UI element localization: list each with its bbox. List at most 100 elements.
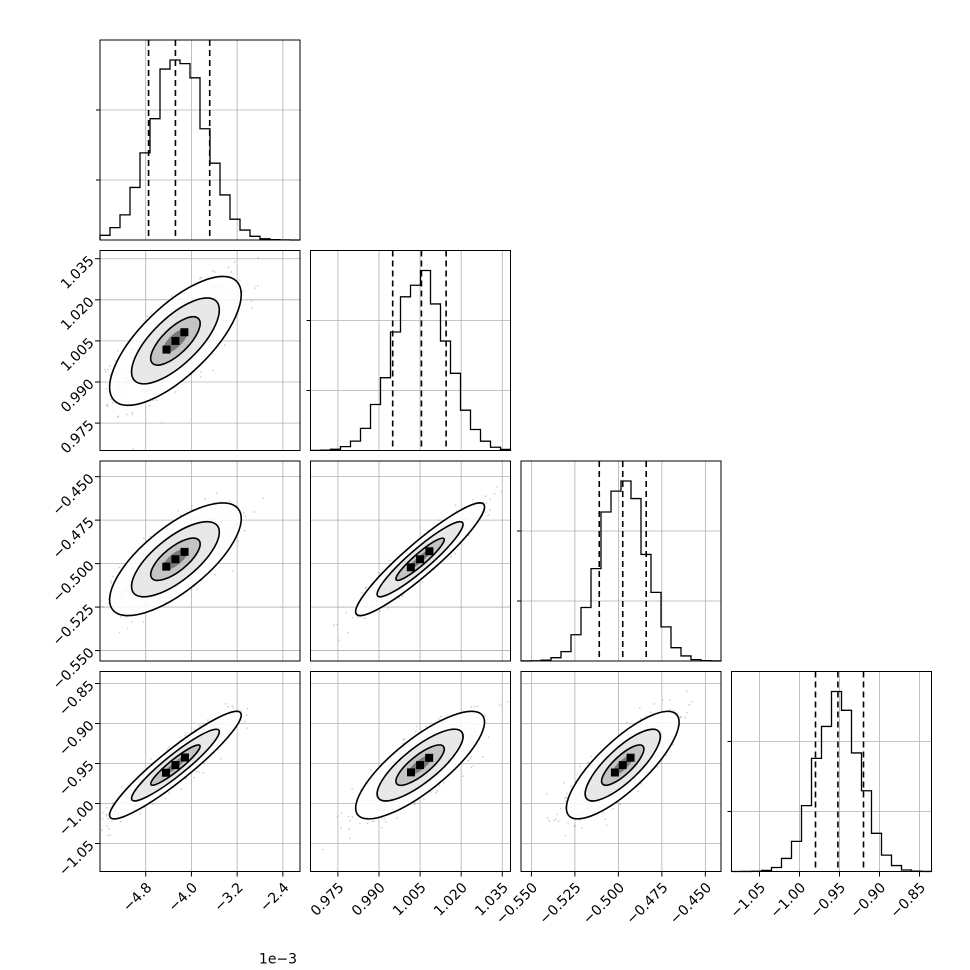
scatter-point [107,818,109,820]
scatter-point [233,261,236,264]
scatter-point [437,718,440,720]
density-peak-3-1 [171,761,180,770]
scatter-point [101,818,104,820]
scatter-point [256,284,259,287]
scatter-point [155,399,158,402]
scatter-point [415,725,418,728]
scatter-point [470,706,473,708]
scatter-point [423,798,425,800]
scatter-point [245,714,248,717]
density-peak-1-0 [180,547,189,556]
hist-grid-1 [310,250,511,451]
scatter-point [214,271,217,273]
scatter-point [130,621,133,623]
scatter-point [219,757,222,760]
scatter-point [244,529,246,532]
scatter-point [454,504,457,507]
scatter-point [454,552,456,555]
density-contour-4-0 [354,710,486,820]
hist-panel-1 [306,250,512,452]
scatter-point [381,826,383,829]
scatter-point [403,738,406,740]
scatter-point [485,502,488,504]
scatter-point [351,816,354,818]
scatter-point [489,508,491,511]
scatter-point [246,707,249,710]
scatter-point [241,290,244,293]
scatter-point [244,720,246,723]
scatter-point [119,820,122,823]
scatter-inner-0-3 [100,671,300,872]
scatter-point [365,586,367,589]
scatter-point [232,707,235,709]
scatter-point [383,817,386,820]
scatter-point [360,592,363,594]
scatter-point [104,370,107,373]
scatter-point [106,368,109,371]
scatter-point [429,791,432,793]
scatter-point [152,803,154,805]
scatter-point [111,802,114,804]
scatter-point [148,405,151,407]
scatter-point [110,581,113,584]
scatter-point [193,776,195,779]
scatter-point [190,588,193,591]
scatter-point [661,699,664,701]
scatter-inner-1-2 [310,461,518,661]
histogram-2 [520,480,722,662]
scatter-point [553,819,556,822]
scatter-point [131,413,134,416]
scatter-point [337,639,340,642]
scatter-point [347,631,349,634]
scatter-point [109,834,111,836]
scatter-point [366,822,369,825]
scatter-point [117,416,119,419]
scatter-point [126,627,129,630]
scatter-point [93,638,95,640]
density-peak-2-1 [416,555,425,564]
scatter-point [139,812,142,815]
hist-panel-3 [727,671,933,873]
scatter-point [198,724,201,727]
scatter-point [359,822,361,825]
scatter-point [111,575,114,578]
scatter-point [501,704,503,707]
hist-frame-0 [99,39,301,241]
scatter-point [101,811,104,814]
scatter-point [484,495,487,497]
scatter-point [364,587,367,590]
ytick-label-2-4: −0.450 [50,471,98,519]
scatter-point [638,706,641,709]
scatter-point [436,790,439,793]
scatter-point [149,535,151,538]
scatter-inner-0-1 [100,250,300,451]
scatter-point [196,770,198,773]
scatter-point [489,498,492,501]
density-peak-1-2 [162,562,171,571]
scatter-point [111,402,114,404]
scatter-point [348,828,350,831]
scatter-point [174,391,177,393]
ytick-label-2-3: −0.475 [50,514,98,562]
scatter-frame-0-3 [99,671,301,872]
scatter-point [146,315,148,317]
scatter-point [244,515,247,518]
hist-frame-3 [731,671,932,872]
scatter-point [179,514,182,516]
scatter-point [224,344,226,347]
scatter-point [345,611,347,614]
scatter-point [396,817,398,819]
scatter-point [487,736,490,739]
hist-grid-3 [731,671,932,872]
scatter-point [516,461,518,463]
scatter-panel-0-3: −1.05−1.00−0.95−0.90−0.85 [56,671,301,879]
scatter-point [160,421,163,424]
hist-frame-2 [520,460,722,662]
scatter-frame-1-2 [310,460,511,662]
scatter-point [250,300,253,302]
scatter-frame-0-2 [99,460,301,662]
scatter-point [101,605,104,608]
scatter-point [120,785,123,788]
scatter-grid-2-3 [521,671,721,872]
